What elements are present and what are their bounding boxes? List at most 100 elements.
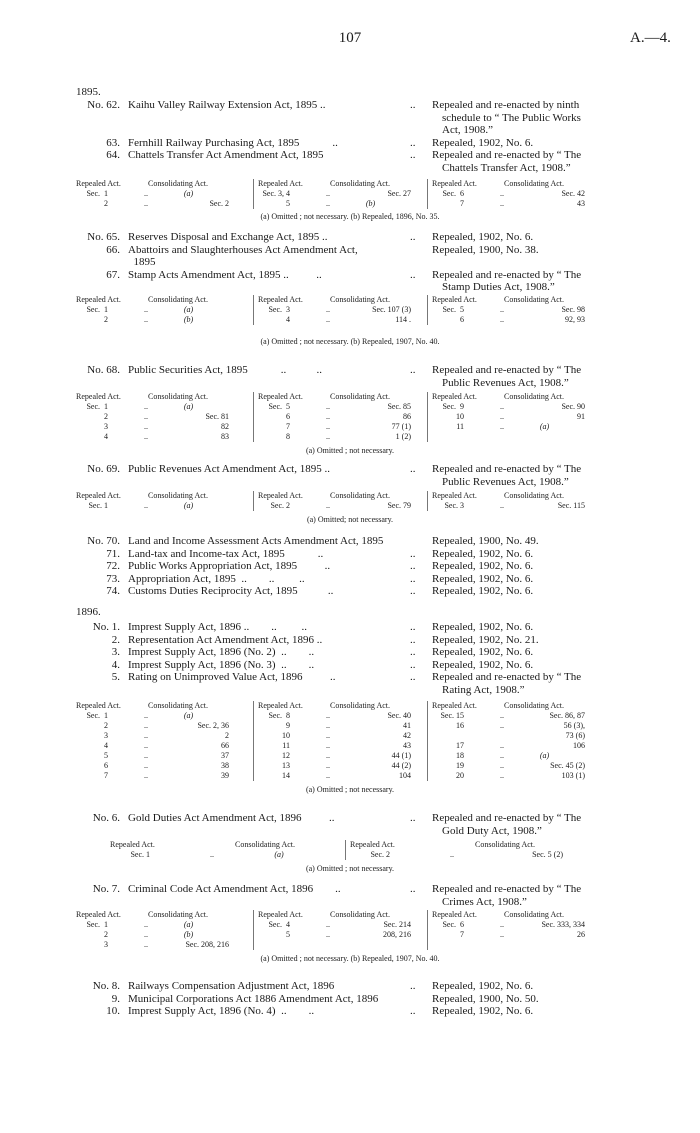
- act-title: Kaihu Valley Railway Extension Act, 1895…: [128, 99, 326, 111]
- act-title: Reserves Disposal and Exchange Act, 1895…: [128, 231, 328, 243]
- repealed-act-header: Repealed Act.: [258, 392, 303, 401]
- repealed-section: 4: [104, 432, 108, 441]
- act-title: Imprest Supply Act, 1896 (No. 4) .. ..: [128, 1005, 315, 1017]
- consolidating-section: 44 (1): [391, 751, 411, 760]
- act-status: Stamp Duties Act, 1908.”: [442, 281, 555, 293]
- consolidating-section: Sec. 214: [383, 920, 411, 929]
- leader-dots: ..: [410, 547, 416, 560]
- leader-dots: ..: [500, 741, 504, 750]
- consolidating-section: Sec. 98: [561, 305, 585, 314]
- consolidating-section: Sec. 208, 216: [185, 940, 229, 949]
- act-status: Repealed, 1902, No. 21.: [432, 633, 539, 646]
- leader-dots: ..: [326, 920, 330, 929]
- repealed-section: 17: [456, 741, 464, 750]
- leader-dots: ..: [410, 463, 416, 475]
- consolidating-section: 39: [221, 771, 229, 780]
- act-number: 71.: [106, 547, 120, 560]
- leader-dots: ..: [326, 731, 330, 740]
- leader-dots: ..: [500, 402, 504, 411]
- consolidating-section: Sec. 45 (2): [550, 761, 585, 770]
- act-status: Repealed and re-enacted by ninth: [432, 99, 580, 111]
- act-title: Chattels Transfer Act Amendment Act, 189…: [128, 149, 324, 161]
- repealed-section: 20: [456, 771, 464, 780]
- act-status: Repealed, 1902, No. 6.: [432, 585, 534, 597]
- repealed-section: 2: [104, 315, 108, 324]
- repealed-act-header: Repealed Act.: [432, 392, 477, 401]
- consolidating-act-header: Consolidating Act.: [148, 701, 208, 710]
- leader-dots: ..: [326, 422, 330, 431]
- act-status: Repealed and re-enacted by “ The: [432, 883, 582, 895]
- consolidating-section: Sec. 115: [557, 501, 585, 510]
- repealed-act-header: Repealed Act.: [76, 295, 121, 304]
- act-number: No. 62.: [87, 99, 120, 111]
- repealed-section: 6: [460, 315, 464, 324]
- repealed-section: 11: [282, 741, 290, 750]
- act-status: Repealed and re-enacted by “ The: [432, 149, 582, 161]
- repealed-section: 14: [282, 771, 290, 780]
- consolidating-section: 86: [403, 412, 411, 421]
- leader-dots: ..: [144, 940, 148, 949]
- consolidating-section: Sec. 90: [561, 402, 585, 411]
- consolidating-section: Sec. 79: [387, 501, 411, 510]
- consolidating-section: 66: [221, 741, 229, 750]
- consolidating-section: 42: [403, 731, 411, 740]
- leader-dots: ..: [410, 883, 416, 895]
- leader-dots: ..: [326, 305, 330, 314]
- consolidating-act-header: Consolidating Act.: [148, 491, 208, 500]
- leader-dots: ..: [144, 761, 148, 770]
- act-status: Repealed, 1902, No. 6.: [432, 547, 534, 560]
- act-status: Repealed, 1900, No. 49.: [432, 535, 539, 547]
- consolidating-section: 56 (3),: [563, 721, 585, 730]
- leader-dots: ..: [144, 199, 148, 208]
- consolidating-section: 77 (1): [391, 422, 411, 431]
- consolidating-section: 1 (2): [395, 432, 411, 441]
- consolidating-act-header: Consolidating Act.: [330, 295, 390, 304]
- leader-dots: ..: [144, 501, 148, 510]
- leader-dots: ..: [500, 501, 504, 510]
- consolidating-section: Sec. 85: [387, 402, 411, 411]
- consolidating-section: 43: [403, 741, 411, 750]
- act-title: Land and Income Assessment Acts Amendmen…: [128, 535, 384, 547]
- consolidating-section: 44 (2): [391, 761, 411, 770]
- act-title: Imprest Supply Act, 1896 (No. 3) .. ..: [128, 658, 315, 671]
- leader-dots: ..: [326, 721, 330, 730]
- leader-dots: ..: [210, 850, 214, 859]
- footnote: (a) Omitted; not necessary.: [306, 515, 394, 524]
- consolidating-section: (a): [183, 402, 194, 411]
- act-title: Stamp Acts Amendment Act, 1895 .. ..: [128, 268, 322, 281]
- consolidating-section: (a): [183, 711, 194, 720]
- act-status: Repealed, 1900, No. 38.: [432, 243, 539, 256]
- act-title: Public Securities Act, 1895 .. ..: [128, 364, 323, 376]
- consolidating-section: 208, 216: [383, 930, 411, 939]
- consolidating-section: 38: [221, 761, 229, 770]
- column-divider: [253, 701, 254, 781]
- consolidating-section: (b): [183, 315, 194, 324]
- repealed-section: Sec. 1: [86, 402, 108, 411]
- repealed-section: 19: [456, 761, 464, 770]
- leader-dots: ..: [326, 189, 330, 198]
- repealed-act-header: Repealed Act.: [258, 701, 303, 710]
- repealed-section: 7: [460, 199, 464, 208]
- leader-dots: ..: [500, 761, 504, 770]
- repealed-section: Sec. 8: [268, 711, 290, 720]
- column-divider: [253, 910, 254, 950]
- leader-dots: ..: [326, 501, 330, 510]
- leader-dots: ..: [144, 930, 148, 939]
- leader-dots: ..: [410, 812, 416, 824]
- act-title: Abattoirs and Slaughterhouses Act Amendm…: [128, 243, 358, 256]
- consolidating-section: (a): [183, 189, 194, 198]
- repealed-act-header: Repealed Act.: [432, 910, 477, 919]
- act-number: No. 69.: [87, 463, 120, 475]
- leader-dots: ..: [410, 560, 416, 572]
- leader-dots: ..: [500, 920, 504, 929]
- repealed-section: 5: [286, 930, 290, 939]
- consolidating-act-header: Consolidating Act.: [504, 179, 564, 188]
- repealed-section: 5: [286, 199, 290, 208]
- consolidating-act-header: Consolidating Act.: [475, 840, 535, 849]
- consolidating-section: Sec. 2, 36: [197, 721, 229, 730]
- leader-dots: ..: [410, 99, 416, 111]
- leader-dots: ..: [144, 751, 148, 760]
- repealed-section: 6: [104, 761, 108, 770]
- leader-dots: ..: [326, 199, 330, 208]
- leader-dots: ..: [144, 711, 148, 720]
